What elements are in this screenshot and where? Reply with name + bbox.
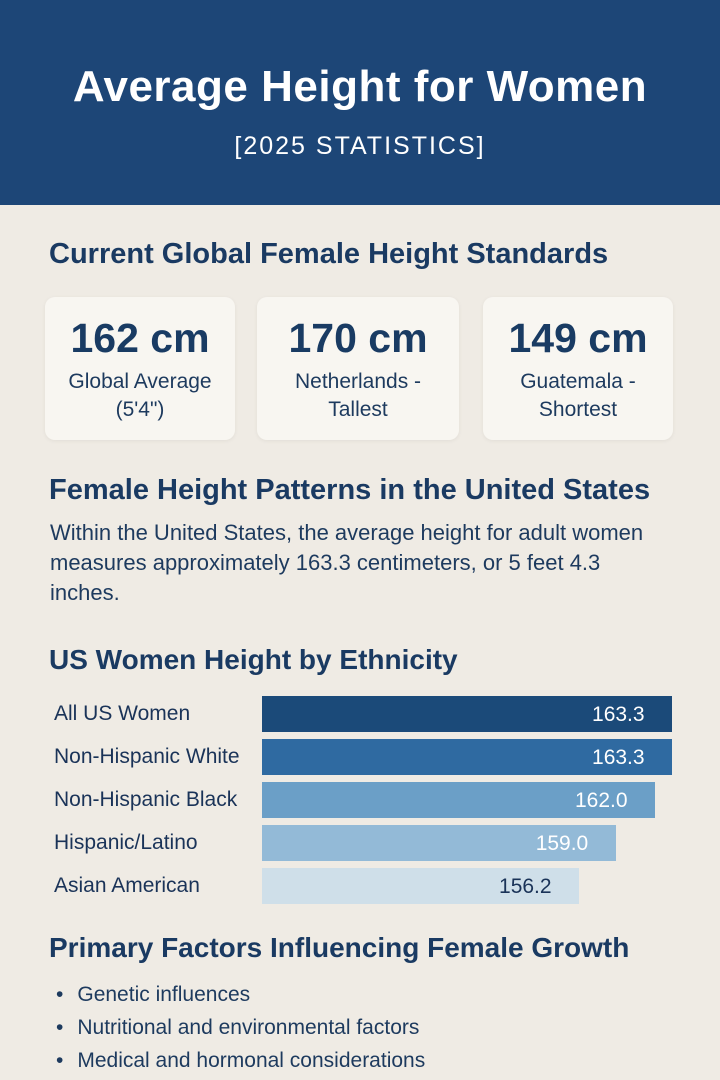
bar: [262, 739, 673, 775]
ethnicity-bar-chart: All US Women 163.3 Non-Hispanic White 163.3…: [0, 696, 720, 911]
bar-value-label: 163.3: [592, 746, 645, 769]
stat-label: Guatemala - Shortest: [520, 370, 636, 421]
list-item: Nutritional and environmental factors: [50, 1011, 425, 1044]
bar-category-label: Non-Hispanic Black: [54, 788, 238, 811]
bar-row: Non-Hispanic Black 162.0: [0, 782, 720, 818]
bar-category-label: Hispanic/Latino: [54, 831, 198, 854]
stat-card-global: 162 cm Global Average (5'4"): [45, 297, 235, 440]
bar-row: Asian American 156.2: [0, 868, 720, 904]
bar-row: Hispanic/Latino 159.0: [0, 825, 720, 861]
stat-label: Global Average (5'4"): [68, 370, 212, 421]
page-subtitle: [2025 STATISTICS]: [234, 132, 486, 160]
stat-value: 170 cm: [288, 315, 428, 361]
page-title: Average Height for Women: [72, 62, 648, 111]
bar-category-label: All US Women: [54, 702, 191, 725]
bar-row: All US Women 163.3: [0, 696, 720, 732]
bar: [262, 696, 673, 732]
bar: [262, 825, 616, 861]
bar-category-label: Asian American: [54, 874, 200, 897]
stat-label: Netherlands - Tallest: [294, 370, 422, 421]
bar-value-label: 159.0: [535, 832, 589, 855]
list-item: Medical and hormonal considerations: [50, 1044, 425, 1077]
bar: [262, 868, 580, 904]
list-item: Genetic influences: [50, 978, 425, 1011]
us-heading: Female Height Patterns in the United Sta…: [49, 474, 651, 506]
bar-value-label: 156.2: [499, 875, 552, 898]
stat-card-shortest: 149 cm Guatemala - Shortest: [483, 297, 673, 440]
bar-value-label: 163.3: [592, 703, 645, 726]
header: Average Height for Women [2025 STATISTIC…: [0, 0, 720, 205]
bar-row: Non-Hispanic White 163.3: [0, 739, 720, 775]
factors-list: Genetic influences Nutritional and envir…: [50, 978, 425, 1077]
global-heading: Current Global Female Height Standards: [49, 238, 609, 270]
factors-heading: Primary Factors Influencing Female Growt…: [49, 932, 630, 963]
chart-title: US Women Height by Ethnicity: [49, 644, 458, 675]
stat-value: 162 cm: [70, 315, 210, 361]
stat-card-tallest: 170 cm Netherlands - Tallest: [257, 297, 459, 440]
us-paragraph: Within the United States, the average he…: [50, 520, 644, 605]
bar-category-label: Non-Hispanic White: [54, 745, 240, 768]
stat-value: 149 cm: [508, 315, 648, 361]
bar-value-label: 162.0: [575, 789, 628, 812]
bar: [262, 782, 655, 818]
